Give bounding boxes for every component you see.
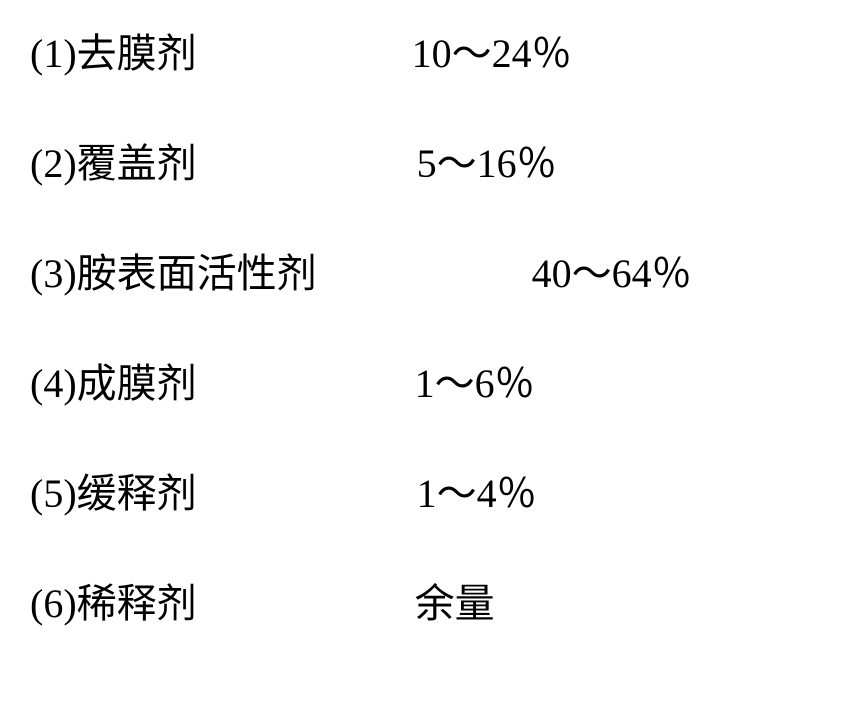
item-value: 10～24％ xyxy=(412,30,572,78)
item-number: (4) xyxy=(30,360,77,408)
item-value: 1～4％ xyxy=(417,470,537,518)
item-label: 成膜剂 xyxy=(77,360,197,408)
list-item: (1) 去膜剂 10～24％ xyxy=(30,30,835,78)
list-item: (4) 成膜剂 1～6％ xyxy=(30,360,835,408)
list-item: (5) 缓释剂 1～4％ xyxy=(30,470,835,518)
list-item: (2) 覆盖剂 5～16％ xyxy=(30,140,835,188)
composition-list: (1) 去膜剂 10～24％ (2) 覆盖剂 5～16％ (3) 胺表面活性剂 … xyxy=(0,0,855,710)
item-label: 缓释剂 xyxy=(77,470,197,518)
item-number: (5) xyxy=(30,470,77,518)
item-label: 稀释剂 xyxy=(77,580,197,628)
item-number: (2) xyxy=(30,140,77,188)
item-label: 覆盖剂 xyxy=(77,140,197,188)
item-value: 余量 xyxy=(415,580,495,628)
item-value: 1～6％ xyxy=(415,360,535,408)
list-item: (6) 稀释剂 余量 xyxy=(30,580,835,628)
item-value: 5～16％ xyxy=(417,140,557,188)
item-number: (1) xyxy=(30,30,77,78)
item-label: 去膜剂 xyxy=(77,30,197,78)
item-label: 胺表面活性剂 xyxy=(77,250,317,298)
item-number: (3) xyxy=(30,250,77,298)
item-value: 40～64％ xyxy=(532,250,692,298)
list-item: (3) 胺表面活性剂 40～64％ xyxy=(30,250,835,298)
item-number: (6) xyxy=(30,580,77,628)
